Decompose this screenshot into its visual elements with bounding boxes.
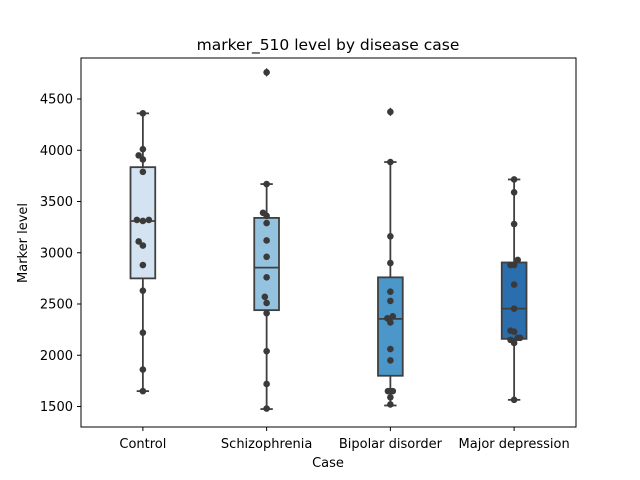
data-point (389, 313, 397, 320)
y-tick-label: 2500 (40, 298, 73, 313)
chart-title: marker_510 level by disease case (197, 36, 460, 55)
data-point (263, 212, 270, 220)
data-point (135, 238, 142, 245)
data-point (139, 168, 147, 176)
data-point (139, 366, 147, 373)
x-axis-label: Case (312, 456, 344, 471)
y-tick-label: 4500 (40, 93, 73, 108)
data-point (510, 220, 518, 228)
data-point (263, 309, 270, 317)
data-point (263, 237, 270, 244)
data-point (514, 256, 522, 264)
data-point (387, 259, 394, 267)
data-point (263, 274, 270, 281)
data-point (139, 329, 147, 337)
data-point (133, 216, 141, 224)
data-point (139, 110, 147, 117)
data-point (387, 288, 394, 296)
x-tick-label: Major depression (459, 437, 570, 452)
data-point (387, 393, 394, 401)
data-point (516, 334, 524, 342)
data-point (510, 188, 518, 196)
data-point (389, 387, 397, 395)
data-point (263, 253, 270, 261)
y-tick-label: 4000 (40, 144, 73, 159)
plot-frame (80, 57, 577, 428)
plot-area: 1500 2000 2500 3000 3500 4000 4500 Control Schiz… (40, 57, 577, 452)
box-4 (500, 261, 528, 340)
data-point (263, 347, 270, 355)
data-point (263, 405, 270, 412)
data-point (145, 216, 153, 224)
data-point (510, 339, 518, 347)
data-point (263, 180, 270, 188)
y-tick-label: 1500 (40, 400, 73, 415)
data-point (387, 345, 394, 353)
data-point (139, 217, 147, 225)
data-point (510, 176, 518, 183)
data-point (387, 108, 394, 116)
data-point (387, 158, 394, 166)
data-point (261, 293, 269, 301)
data-point (139, 145, 147, 153)
x-tick-label: Schizophrenia (221, 437, 312, 452)
data-point (263, 219, 270, 227)
y-tick-label: 2000 (40, 349, 73, 364)
data-point (510, 281, 518, 288)
data-point (263, 299, 270, 307)
data-point (263, 380, 270, 388)
data-point (139, 287, 147, 294)
data-point (139, 242, 147, 249)
data-point (139, 156, 147, 163)
data-point (510, 305, 518, 312)
y-tick-label: 3000 (40, 246, 73, 261)
data-point (510, 396, 518, 404)
data-point (139, 261, 147, 269)
data-point (387, 233, 394, 240)
data-point (263, 69, 270, 76)
x-tick-label: Bipolar disorder (339, 437, 443, 452)
data-point (510, 328, 518, 335)
data-point (387, 319, 394, 326)
data-point (387, 297, 394, 305)
y-tick-label: 3500 (40, 195, 73, 210)
data-point (387, 357, 394, 364)
data-point (510, 261, 518, 269)
data-point (135, 152, 142, 159)
x-tick-label: Control (119, 437, 166, 452)
y-axis-label: Marker level (16, 203, 31, 283)
data-point (387, 401, 394, 408)
data-point (139, 387, 147, 395)
